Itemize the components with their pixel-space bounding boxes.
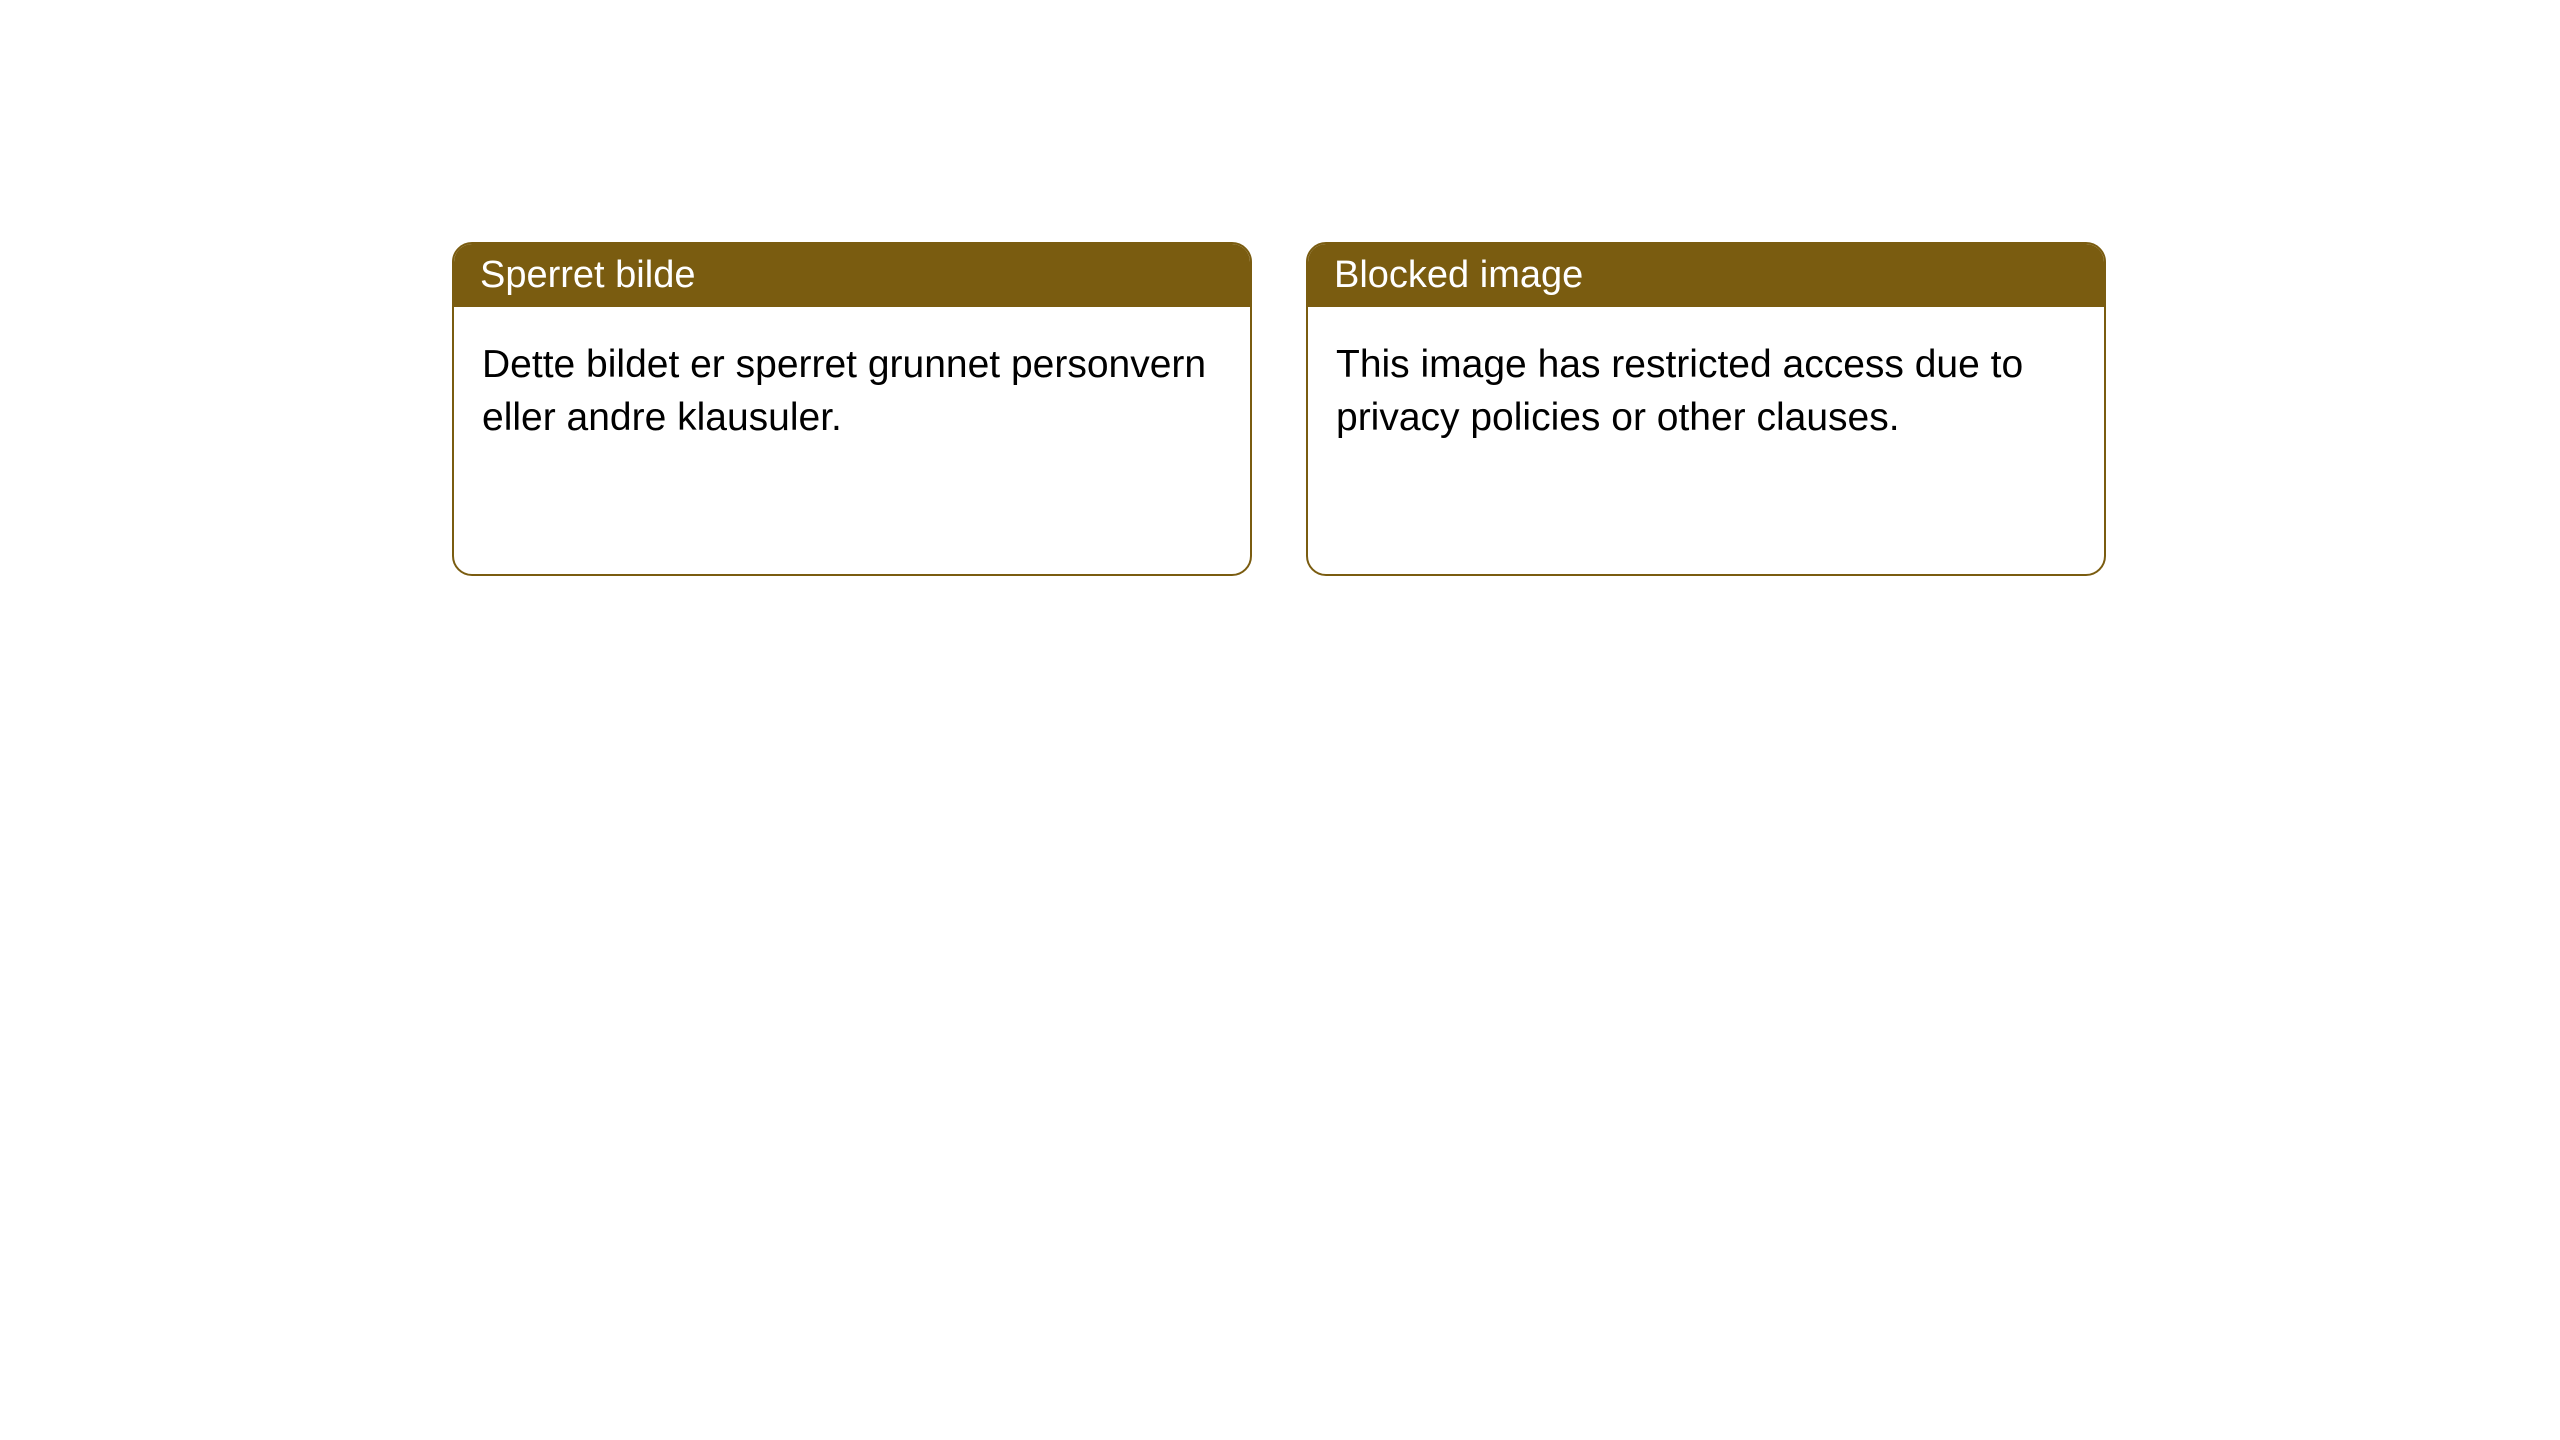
notice-title-english: Blocked image	[1308, 244, 2104, 307]
notice-body-norwegian: Dette bildet er sperret grunnet personve…	[454, 307, 1250, 476]
notice-container: Sperret bilde Dette bildet er sperret gr…	[0, 0, 2560, 576]
notice-body-english: This image has restricted access due to …	[1308, 307, 2104, 476]
notice-title-norwegian: Sperret bilde	[454, 244, 1250, 307]
notice-card-norwegian: Sperret bilde Dette bildet er sperret gr…	[452, 242, 1252, 576]
notice-card-english: Blocked image This image has restricted …	[1306, 242, 2106, 576]
